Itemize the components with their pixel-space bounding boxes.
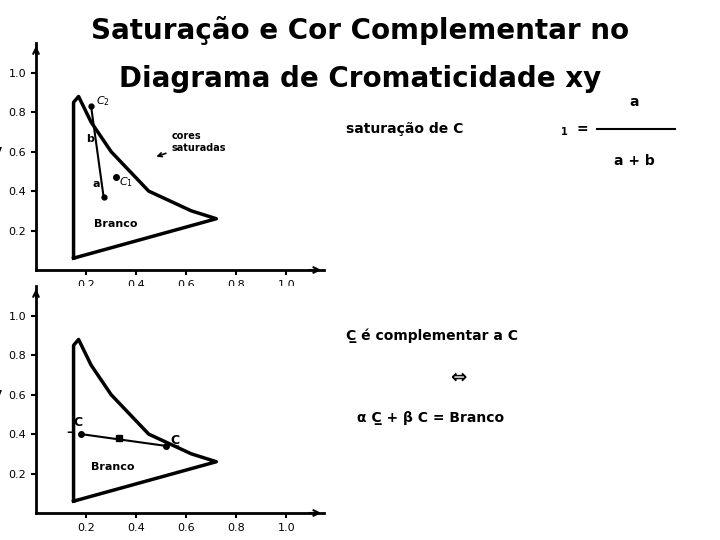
X-axis label: x: x (176, 295, 184, 308)
Text: cores
saturadas: cores saturadas (158, 131, 226, 157)
Text: Diagrama de Cromaticidade xy: Diagrama de Cromaticidade xy (119, 65, 601, 93)
Polygon shape (73, 97, 216, 258)
Text: Branco: Branco (94, 219, 137, 228)
Text: a: a (92, 179, 100, 189)
Y-axis label: y: y (0, 144, 1, 157)
Text: α C̲ + β C = Branco: α C̲ + β C = Branco (357, 411, 504, 425)
Text: b: b (86, 134, 94, 144)
Y-axis label: y: y (0, 387, 1, 400)
Text: Saturação e Cor Complementar no: Saturação e Cor Complementar no (91, 16, 629, 45)
Text: Branco: Branco (91, 462, 135, 471)
Text: C̲: C̲ (170, 434, 179, 447)
X-axis label: x: x (176, 538, 184, 540)
Text: C: C (73, 416, 83, 429)
Text: saturação de C: saturação de C (346, 123, 463, 137)
Text: 1: 1 (561, 127, 568, 137)
Text: C̲ é complementar a C: C̲ é complementar a C (346, 329, 518, 343)
Text: a + b: a + b (614, 154, 654, 168)
Text: =: = (576, 123, 588, 137)
Polygon shape (73, 340, 216, 501)
Text: $C_1$: $C_1$ (119, 175, 132, 189)
Text: $C_2$: $C_2$ (96, 94, 110, 108)
Text: a: a (629, 95, 639, 109)
Text: ⇔: ⇔ (450, 367, 467, 387)
